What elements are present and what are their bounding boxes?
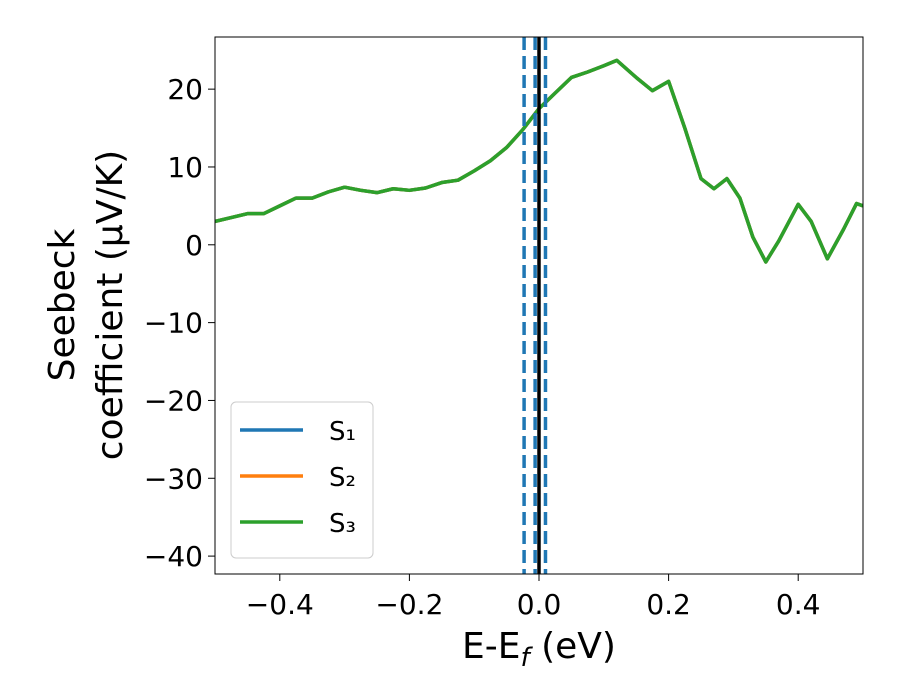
plot-frame	[214, 36, 864, 575]
y-tick-label: 0	[185, 229, 203, 262]
legend-label: S₃	[329, 509, 356, 539]
y-tick-label: −40	[144, 540, 203, 573]
y-tick-label: 10	[167, 151, 203, 184]
series-line	[215, 58, 863, 264]
y-tick-label: −10	[144, 307, 203, 340]
x-tick-label: −0.2	[375, 588, 443, 621]
y-tick-label: 20	[167, 73, 203, 106]
x-tick-label: 0.2	[646, 588, 691, 621]
x-label: E-Ef (eV)	[462, 626, 616, 673]
y-label: Seebeck coefficient (μV/K)	[42, 150, 131, 460]
x-tick-label: −0.4	[246, 588, 314, 621]
x-label-part: (eV)	[530, 626, 616, 667]
legend-label: S₂	[329, 463, 356, 493]
y-tick-label: −30	[144, 462, 203, 495]
plot-area	[215, 37, 863, 574]
y-label-line: Seebeck	[42, 228, 83, 381]
legend-box	[230, 401, 374, 559]
legend-label: S₁	[329, 417, 356, 447]
y-tick-label: −20	[144, 384, 203, 417]
y-label-line: coefficient (μV/K)	[90, 150, 131, 460]
x-label-part: E-E	[462, 626, 520, 667]
x-tick-label: 0.0	[517, 588, 562, 621]
x-tick-label: 0.4	[776, 588, 821, 621]
